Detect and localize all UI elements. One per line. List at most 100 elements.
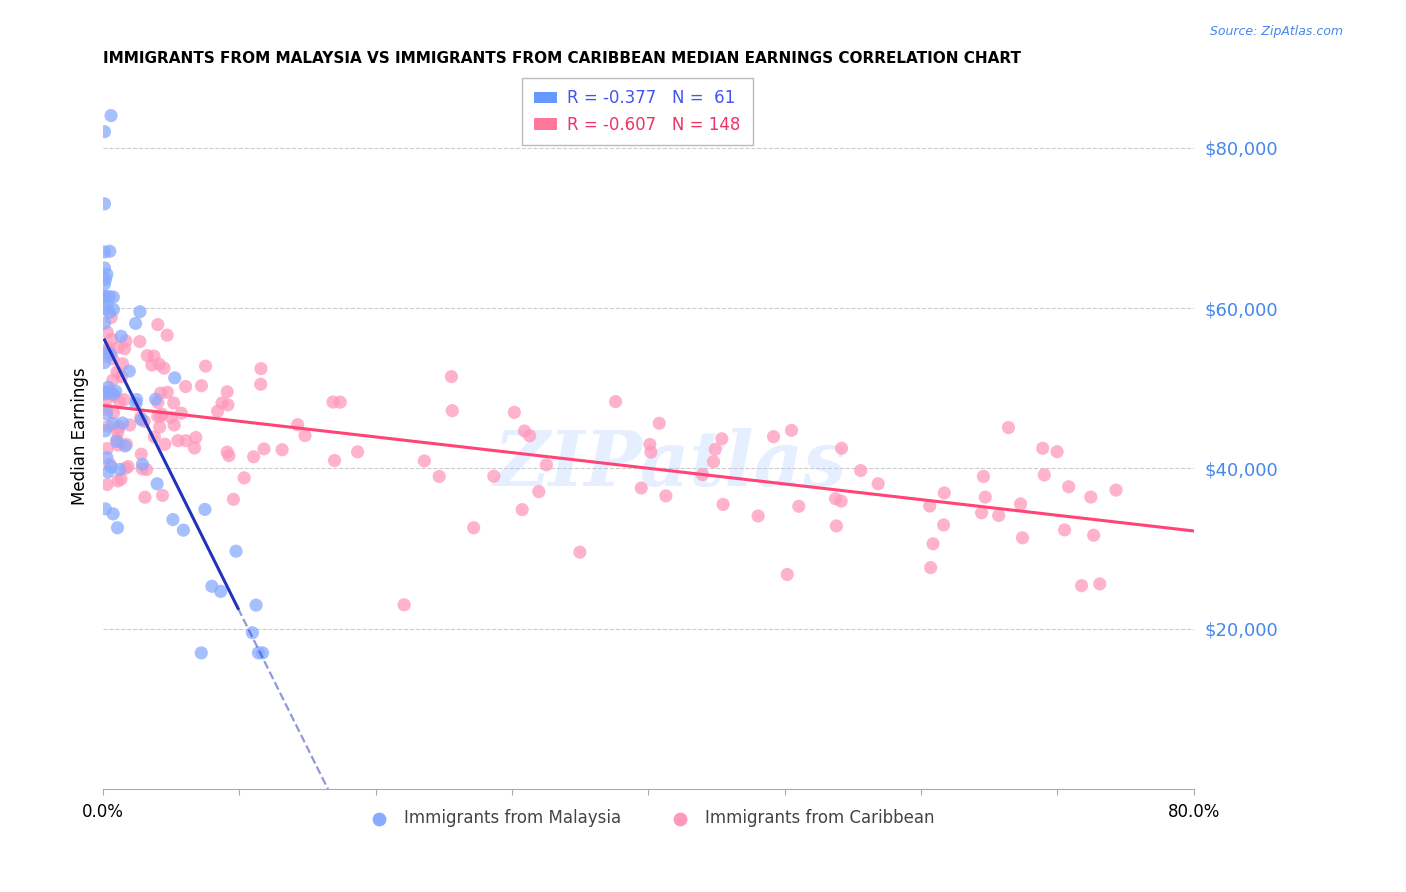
Point: [108, 420, 131, 434]
Y-axis label: Median Earnings: Median Earnings: [72, 368, 89, 505]
Point: [868, 476, 890, 491]
Point: [830, 494, 852, 508]
Point: [93, 356, 115, 370]
Point: [103, 302, 125, 317]
Point: [163, 396, 186, 410]
Point: [527, 484, 550, 499]
Point: [536, 458, 558, 472]
Point: [252, 646, 274, 660]
Point: [97, 341, 120, 355]
Point: [149, 420, 172, 434]
Point: [1033, 467, 1056, 482]
Point: [156, 385, 179, 400]
Point: [98, 305, 121, 319]
Point: [108, 394, 131, 409]
Point: [101, 507, 124, 521]
Point: [1083, 528, 1105, 542]
Point: [96, 402, 118, 417]
Point: [427, 469, 450, 483]
Point: [970, 506, 993, 520]
Point: [152, 488, 174, 502]
Point: [655, 489, 678, 503]
Point: [117, 459, 139, 474]
Point: [640, 445, 662, 459]
Point: [103, 290, 125, 304]
Point: [135, 462, 157, 476]
Text: IMMIGRANTS FROM MALAYSIA VS IMMIGRANTS FROM CARIBBEAN MEDIAN EARNINGS CORRELATIO: IMMIGRANTS FROM MALAYSIA VS IMMIGRANTS F…: [103, 51, 1021, 66]
Point: [98, 457, 121, 471]
Point: [922, 537, 945, 551]
Point: [217, 384, 239, 399]
Point: [1011, 531, 1033, 545]
Point: [153, 437, 176, 451]
Point: [392, 598, 415, 612]
Point: [692, 467, 714, 482]
Point: [114, 439, 136, 453]
Point: [322, 395, 344, 409]
Point: [704, 442, 727, 457]
Point: [96, 345, 118, 359]
Point: [96, 268, 118, 282]
Point: [638, 437, 661, 451]
Text: Source: ZipAtlas.com: Source: ZipAtlas.com: [1209, 25, 1343, 38]
Point: [149, 386, 172, 401]
Point: [124, 317, 146, 331]
Point: [94, 272, 117, 286]
Point: [100, 109, 122, 123]
Point: [762, 430, 785, 444]
Point: [110, 472, 132, 486]
Point: [190, 646, 212, 660]
Point: [93, 244, 115, 259]
Point: [146, 318, 169, 332]
Point: [143, 430, 166, 444]
Point: [107, 341, 129, 355]
Point: [605, 394, 627, 409]
Point: [129, 447, 152, 461]
Point: [134, 414, 156, 428]
Point: [94, 385, 117, 400]
Point: [118, 364, 141, 378]
Point: [94, 387, 117, 401]
Point: [174, 379, 197, 393]
Point: [201, 579, 224, 593]
Point: [107, 474, 129, 488]
Point: [194, 502, 217, 516]
Point: [107, 521, 129, 535]
Point: [129, 410, 152, 425]
Point: [96, 407, 118, 421]
Point: [934, 486, 956, 500]
Point: [519, 429, 541, 443]
Point: [100, 332, 122, 346]
Point: [972, 469, 994, 483]
Point: [131, 457, 153, 471]
Point: [233, 471, 256, 485]
Point: [831, 441, 853, 455]
Point: [115, 437, 138, 451]
Point: [225, 544, 247, 558]
Point: [776, 567, 799, 582]
Point: [96, 325, 118, 339]
Point: [93, 196, 115, 211]
Point: [96, 350, 118, 364]
Point: [148, 357, 170, 371]
Point: [143, 349, 166, 363]
Point: [108, 462, 131, 476]
Point: [222, 492, 245, 507]
Point: [97, 419, 120, 434]
Point: [111, 416, 134, 430]
Point: [170, 406, 193, 420]
Point: [346, 445, 368, 459]
Point: [787, 500, 810, 514]
Point: [711, 497, 734, 511]
Point: [131, 462, 153, 476]
Point: [98, 289, 121, 303]
Point: [1032, 442, 1054, 456]
Point: [217, 398, 239, 412]
Point: [207, 404, 229, 418]
Point: [242, 450, 264, 464]
Point: [163, 417, 186, 432]
Point: [932, 518, 955, 533]
Point: [329, 395, 352, 409]
Point: [100, 459, 122, 474]
Legend: Immigrants from Malaysia, Immigrants from Caribbean: Immigrants from Malaysia, Immigrants fro…: [356, 803, 941, 834]
